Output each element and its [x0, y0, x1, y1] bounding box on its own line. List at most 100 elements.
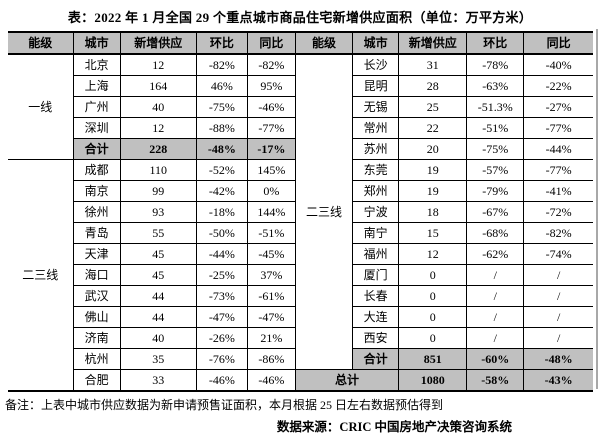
table-row: 上海 164 46% 95% 昆明 28 -63% -22% [8, 75, 593, 97]
value-cell: 40 [119, 96, 197, 118]
city-cell: 合计 [352, 348, 400, 370]
value-cell: -48% [195, 138, 248, 160]
value-cell: 28 [398, 75, 468, 97]
city-cell: 苏州 [352, 138, 400, 160]
value-cell: -73% [195, 285, 248, 307]
table-title: 表：2022 年 1 月全国 29 个重点城市商品住宅新增供应面积（单位：万平方… [67, 10, 533, 25]
value-cell: 20 [398, 138, 468, 160]
city-cell: 郑州 [352, 180, 400, 202]
value-cell: -17% [246, 138, 296, 160]
column-header: 城市 [72, 31, 121, 55]
column-header: 同比 [523, 31, 593, 55]
table-row: 一线 北京 12 -82% -82% 二三线 长沙 31 -78% -40% [8, 53, 593, 370]
value-cell: -61% [246, 285, 296, 307]
table-row: 佛山 44 -47% -47% 大连 0// [8, 306, 593, 328]
value-cell: -78% [466, 53, 525, 76]
value-cell: 0 [398, 327, 468, 349]
table-row: 济南 40 -26% 21% 西安 0// [8, 327, 593, 349]
value-cell: -47% [195, 306, 248, 328]
value-cell: -46% [246, 96, 296, 118]
value-cell: 144% [246, 201, 296, 223]
value-cell: 110 [119, 159, 197, 181]
value-cell: -82% [246, 53, 296, 76]
city-cell: 深圳 [72, 117, 121, 139]
value-cell: -60% [466, 348, 525, 370]
city-cell: 青岛 [72, 222, 121, 244]
city-cell: 总计 [294, 369, 400, 392]
city-cell: 常州 [352, 117, 400, 139]
value-cell: -26% [195, 327, 248, 349]
value-cell: -50% [195, 222, 248, 244]
value-cell: -74% [523, 243, 593, 265]
value-cell: -44% [195, 243, 248, 265]
column-header: 环比 [195, 31, 248, 55]
value-cell: / [466, 306, 525, 328]
supply-table: 能级 城市 新增供应 环比 同比 能级 城市 新增供应 环比 同比 一线 北京 12 -82% -82% 二… [8, 31, 593, 392]
tier-cell: 二三线 [8, 159, 74, 392]
value-cell: -47% [246, 306, 296, 328]
table-row: 杭州 35 -76% -86% 合计 851 -60% -48% [8, 348, 593, 370]
value-cell: / [523, 264, 593, 286]
value-cell: 93 [119, 201, 197, 223]
value-cell: -44% [523, 138, 593, 160]
value-cell: 18 [398, 201, 468, 223]
value-cell: -51% [466, 117, 525, 139]
city-cell: 福州 [352, 243, 400, 265]
value-cell: -46% [246, 369, 296, 392]
city-cell: 南京 [72, 180, 121, 202]
value-cell: -58% [466, 369, 525, 392]
tier-cell: 一线 [8, 53, 74, 160]
table-row: 徐州 93 -18% 144% 宁波 18 -67% -72% [8, 201, 593, 223]
value-cell: -18% [195, 201, 248, 223]
value-cell: 40 [119, 327, 197, 349]
column-header: 新增供应 [119, 31, 197, 55]
value-cell: -45% [246, 243, 296, 265]
value-cell: -76% [195, 348, 248, 370]
value-cell: -63% [466, 75, 525, 97]
column-header: 新增供应 [398, 31, 468, 55]
value-cell: -52% [195, 159, 248, 181]
value-cell: -77% [523, 159, 593, 181]
value-cell: -42% [195, 180, 248, 202]
city-cell: 长春 [352, 285, 400, 307]
value-cell: 37% [246, 264, 296, 286]
city-cell: 武汉 [72, 285, 121, 307]
value-cell: -67% [466, 201, 525, 223]
value-cell: -51% [246, 222, 296, 244]
value-cell: 46% [195, 75, 248, 97]
value-cell: 55 [119, 222, 197, 244]
data-source: 数据来源：CRIC 中国房地产决策咨询系统 [276, 420, 512, 434]
city-cell: 海口 [72, 264, 121, 286]
city-cell: 济南 [72, 327, 121, 349]
value-cell: 33 [119, 369, 197, 392]
value-cell: 0 [398, 264, 468, 286]
city-cell: 大连 [352, 306, 400, 328]
value-cell: 851 [398, 348, 468, 370]
table-row: 合计 228 -48% -17% 苏州 20 -75% -44% [8, 138, 593, 160]
city-cell: 长沙 [352, 53, 400, 76]
value-cell: -82% [523, 222, 593, 244]
table-right-edge-line [596, 29, 598, 389]
city-cell: 合计 [72, 138, 121, 160]
city-cell: 天津 [72, 243, 121, 265]
value-cell: 95% [246, 75, 296, 97]
value-cell: 25 [398, 96, 468, 118]
city-cell: 上海 [72, 75, 121, 97]
value-cell: -40% [523, 53, 593, 76]
value-cell: 19 [398, 159, 468, 181]
city-cell: 西安 [352, 327, 400, 349]
value-cell: -48% [523, 348, 593, 370]
value-cell: -75% [466, 138, 525, 160]
value-cell: 0 [398, 285, 468, 307]
value-cell: -72% [523, 201, 593, 223]
value-cell: -57% [466, 159, 525, 181]
table-body: 一线 北京 12 -82% -82% 二三线 长沙 31 -78% -40% 上海 164 46% 95%… [8, 53, 593, 392]
table-row: 海口 45 -25% 37% 厦门 0// [8, 264, 593, 286]
value-cell: 0 [398, 306, 468, 328]
value-cell: / [523, 327, 593, 349]
city-cell: 合肥 [72, 369, 121, 392]
value-cell: / [523, 285, 593, 307]
value-cell: -88% [195, 117, 248, 139]
value-cell: -22% [523, 75, 593, 97]
